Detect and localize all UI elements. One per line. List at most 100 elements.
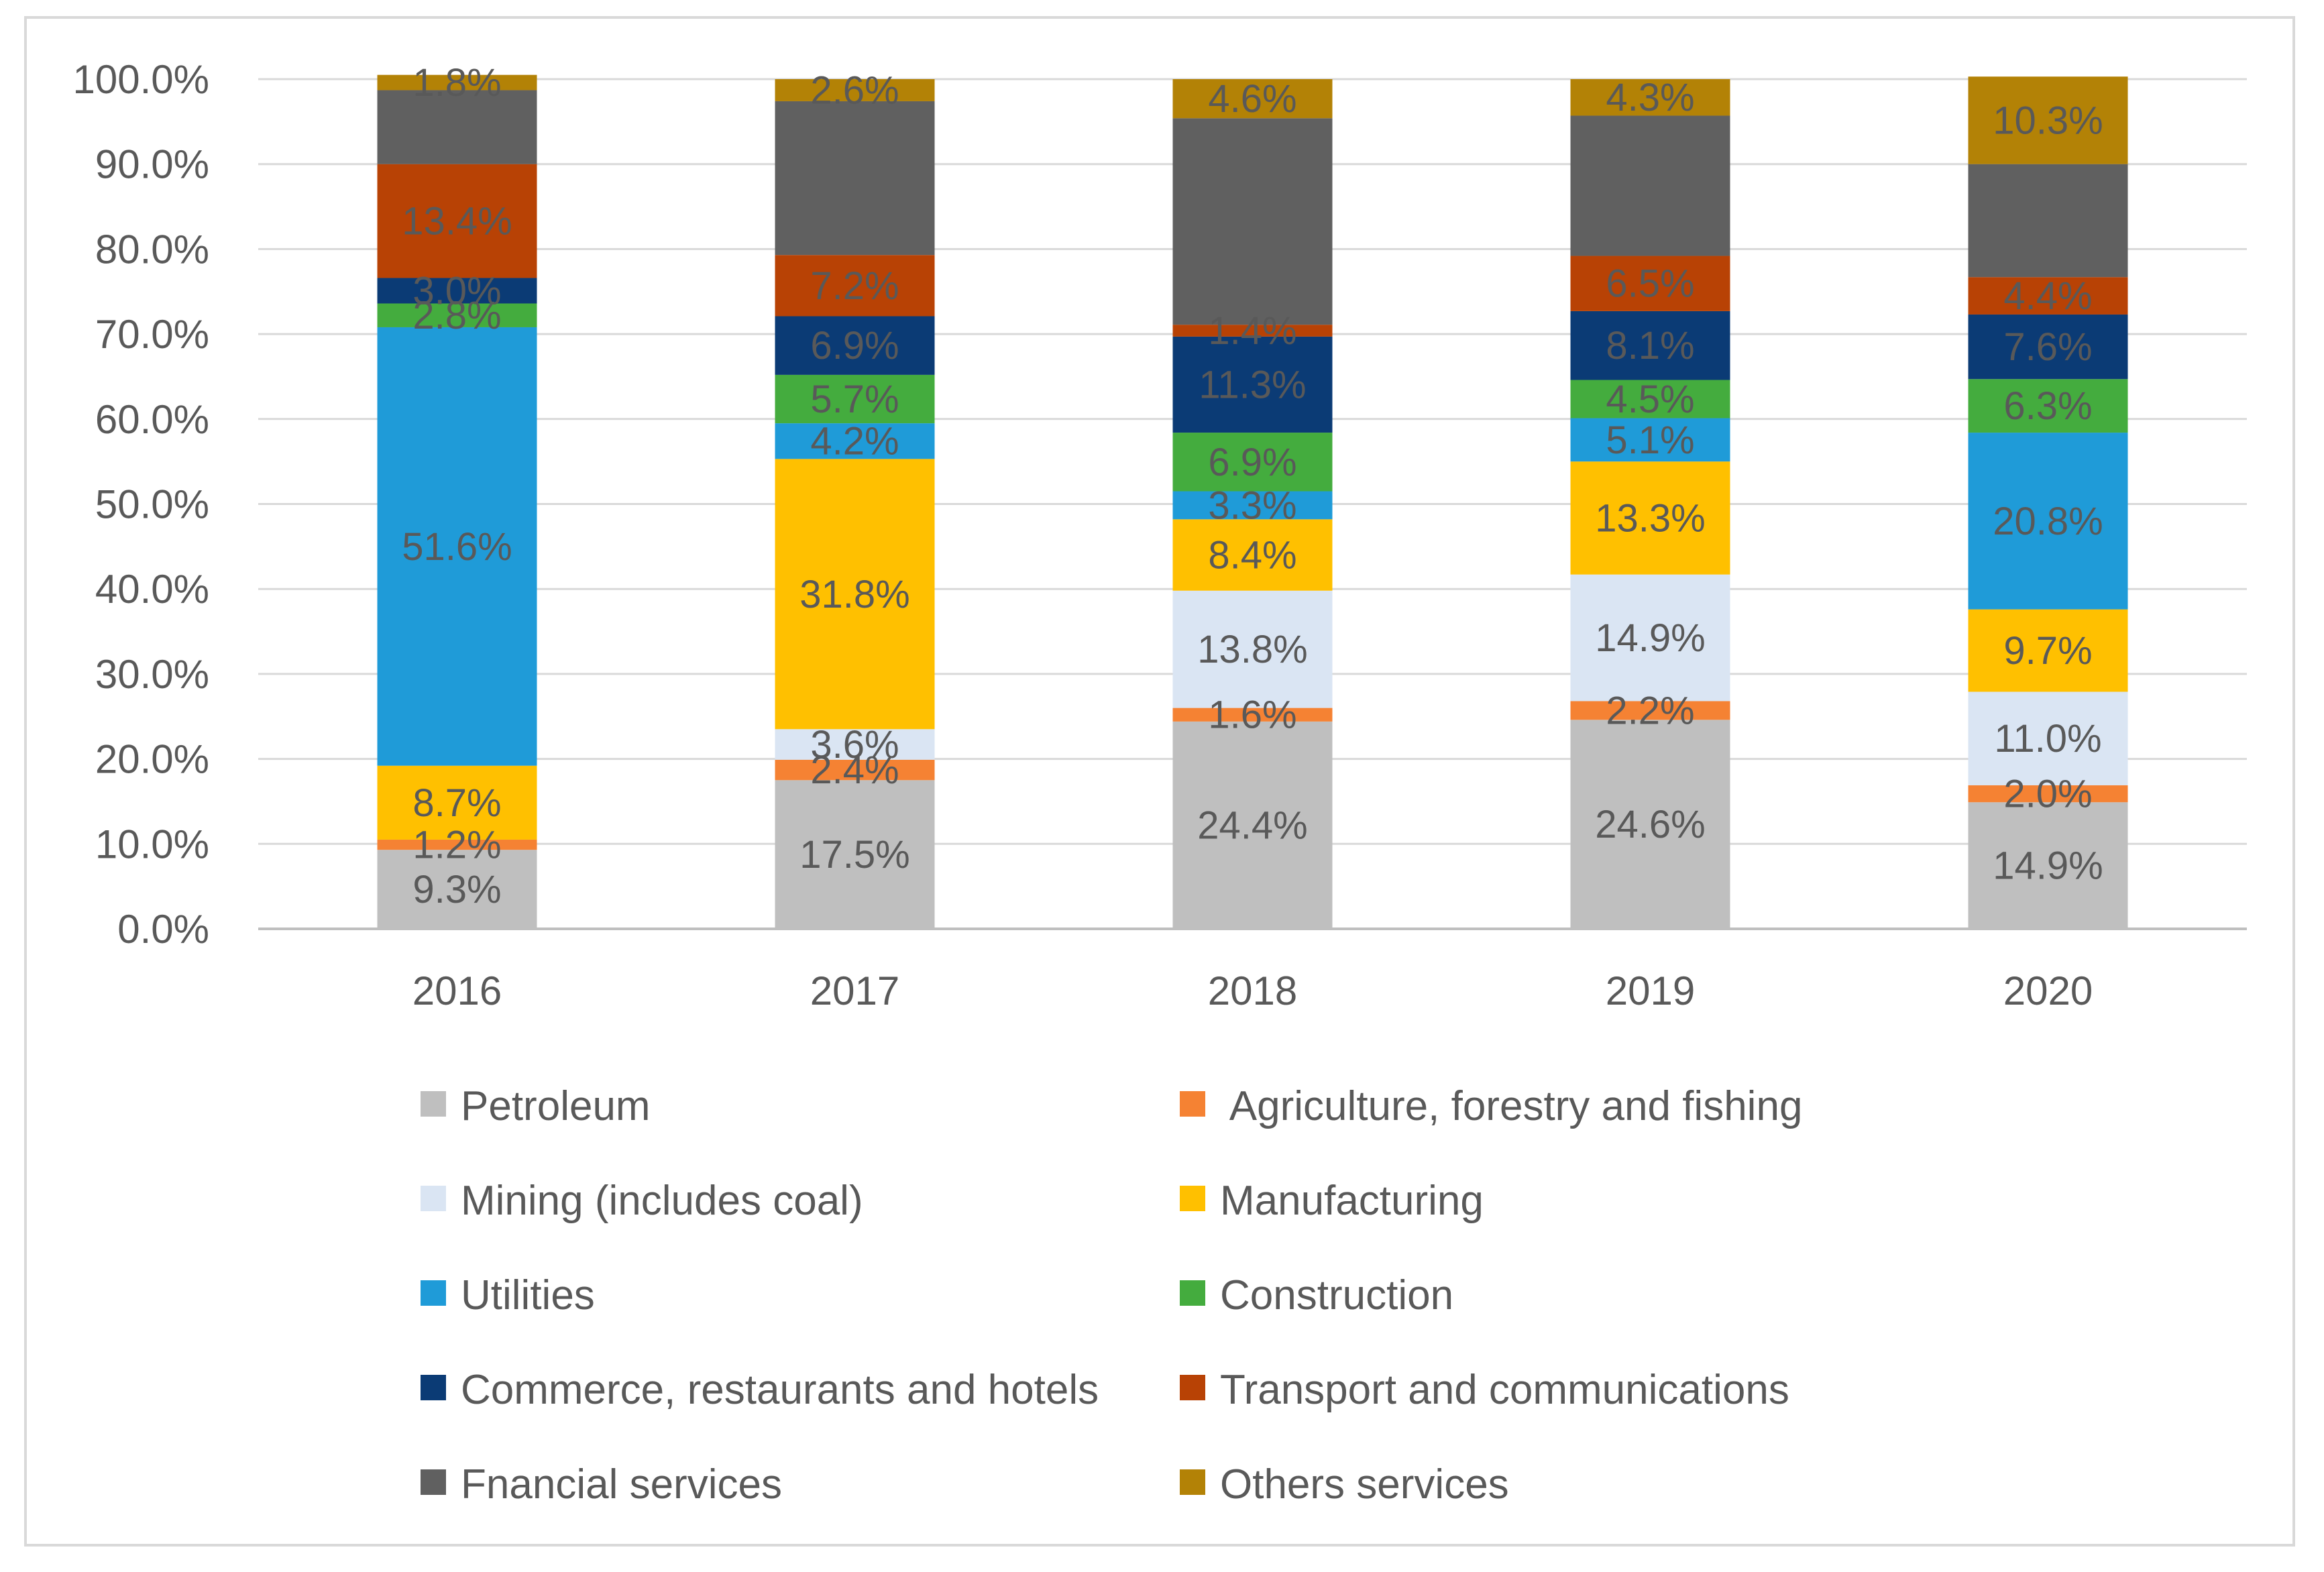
legend-swatch bbox=[421, 1091, 446, 1117]
bar-segment bbox=[775, 79, 935, 101]
legend-swatch bbox=[1180, 1091, 1205, 1117]
data-label: 2.8% bbox=[412, 294, 501, 337]
data-label: 4.2% bbox=[810, 420, 899, 463]
legend-swatch bbox=[1180, 1375, 1205, 1400]
bar-segment bbox=[1172, 336, 1333, 433]
data-label: 11.0% bbox=[1994, 717, 2101, 761]
data-label: 13.4% bbox=[402, 200, 512, 243]
bar-segment bbox=[775, 423, 935, 459]
data-label: 3.0% bbox=[412, 269, 501, 313]
bar-segment bbox=[1968, 277, 2128, 315]
data-label: 1.6% bbox=[1208, 693, 1296, 737]
bar-segment bbox=[1570, 380, 1730, 418]
data-label: 10.3% bbox=[1993, 99, 2103, 142]
bar-segment bbox=[1968, 76, 2128, 164]
legend-swatch bbox=[1180, 1280, 1205, 1306]
bar-segment bbox=[1172, 721, 1333, 929]
data-label: 14.9% bbox=[1993, 844, 2103, 888]
legend-label: Others services bbox=[1220, 1461, 1509, 1508]
bar-segment bbox=[1570, 720, 1730, 929]
legend-label: Transport and communications bbox=[1220, 1367, 1789, 1413]
bar-segment bbox=[377, 839, 537, 850]
data-label: 6.9% bbox=[810, 324, 899, 368]
y-tick-label: 40.0% bbox=[95, 567, 209, 612]
legend: Petroleum Agriculture, forestry and fish… bbox=[421, 1083, 1802, 1508]
data-label: 13.8% bbox=[1197, 628, 1307, 671]
bar-segment bbox=[775, 255, 935, 317]
legend-label: Construction bbox=[1220, 1272, 1453, 1318]
bar-segment bbox=[1172, 79, 1333, 119]
data-label: 9.3% bbox=[412, 868, 501, 911]
bar-segment bbox=[1172, 491, 1333, 520]
data-label: 6.5% bbox=[1606, 262, 1694, 306]
data-label: 24.4% bbox=[1197, 803, 1307, 847]
bar-segment bbox=[1172, 708, 1333, 722]
y-axis: 0.0% 10.0% 20.0% 30.0% 40.0% 50.0% 60.0% 70.0% 8… bbox=[73, 57, 210, 952]
data-label: 4.4% bbox=[2003, 274, 2092, 318]
legend-swatch bbox=[1180, 1469, 1205, 1495]
bar-segment bbox=[377, 850, 537, 929]
legend-label: Petroleum bbox=[461, 1083, 651, 1129]
x-tick-label: 2020 bbox=[2003, 968, 2093, 1013]
bar-segment bbox=[1570, 256, 1730, 311]
bar-segment bbox=[775, 729, 935, 760]
bar-segment bbox=[377, 278, 537, 304]
data-label: 4.5% bbox=[1606, 378, 1694, 421]
data-label: 7.6% bbox=[2003, 325, 2092, 369]
y-tick-label: 60.0% bbox=[95, 397, 209, 442]
data-labels: 9.3%1.2%8.7% 51.6% 2.8%3.0% 13.4% 1.8% 17.5% 2… bbox=[402, 61, 2103, 911]
legend-swatch bbox=[1180, 1186, 1205, 1211]
bar-segment bbox=[377, 74, 537, 91]
legend-swatch bbox=[421, 1186, 446, 1211]
bar-segment bbox=[1968, 314, 2128, 380]
data-label: 2.4% bbox=[810, 748, 899, 792]
bar-segment bbox=[1172, 433, 1333, 492]
y-tick-label: 70.0% bbox=[95, 312, 209, 357]
data-label: 1.8% bbox=[412, 61, 501, 105]
y-tick-label: 80.0% bbox=[95, 227, 209, 272]
bar-segment bbox=[1968, 802, 2128, 929]
data-label: 51.6% bbox=[402, 525, 512, 569]
legend-label: Utilities bbox=[461, 1272, 595, 1318]
data-label: 5.1% bbox=[1606, 418, 1694, 462]
x-tick-label: 2018 bbox=[1208, 968, 1297, 1013]
legend-swatch bbox=[421, 1280, 446, 1306]
x-axis: 2016 2017 2018 2019 2020 bbox=[412, 968, 2093, 1013]
bar-segment bbox=[1570, 418, 1730, 462]
bar-segment bbox=[1968, 433, 2128, 610]
bar-segment bbox=[1172, 325, 1333, 337]
bars bbox=[377, 74, 2128, 929]
bar-segment bbox=[1968, 691, 2128, 785]
bar-segment bbox=[1570, 701, 1730, 720]
bar-segment bbox=[377, 765, 537, 840]
bar-segment bbox=[1570, 311, 1730, 380]
bar-segment bbox=[1968, 164, 2128, 278]
bar-segment bbox=[775, 374, 935, 424]
y-tick-label: 20.0% bbox=[95, 737, 209, 782]
data-label: 2.0% bbox=[2003, 773, 2092, 816]
bar-segment bbox=[1570, 79, 1730, 116]
bar-segment bbox=[377, 164, 537, 278]
bar-segment bbox=[775, 780, 935, 929]
data-label: 4.6% bbox=[1208, 77, 1296, 121]
data-label: 3.6% bbox=[810, 723, 899, 767]
data-label: 17.5% bbox=[799, 833, 909, 877]
data-label: 8.4% bbox=[1208, 534, 1296, 577]
bar-segment bbox=[1570, 115, 1730, 256]
legend-swatch bbox=[421, 1375, 446, 1400]
data-label: 6.9% bbox=[1208, 441, 1296, 484]
data-label: 4.3% bbox=[1606, 76, 1694, 119]
bar-segment bbox=[775, 101, 935, 256]
y-tick-label: 100.0% bbox=[73, 57, 210, 102]
y-tick-label: 90.0% bbox=[95, 142, 209, 187]
data-label: 3.3% bbox=[1208, 484, 1296, 527]
data-label: 2.6% bbox=[810, 68, 899, 112]
x-tick-label: 2017 bbox=[810, 968, 899, 1013]
y-tick-label: 30.0% bbox=[95, 652, 209, 697]
data-label: 6.3% bbox=[2003, 384, 2092, 428]
data-label: 24.6% bbox=[1595, 803, 1705, 846]
legend-label: Commerce, restaurants and hotels bbox=[461, 1367, 1099, 1413]
data-label: 2.2% bbox=[1606, 689, 1694, 732]
data-label: 8.7% bbox=[412, 781, 501, 825]
